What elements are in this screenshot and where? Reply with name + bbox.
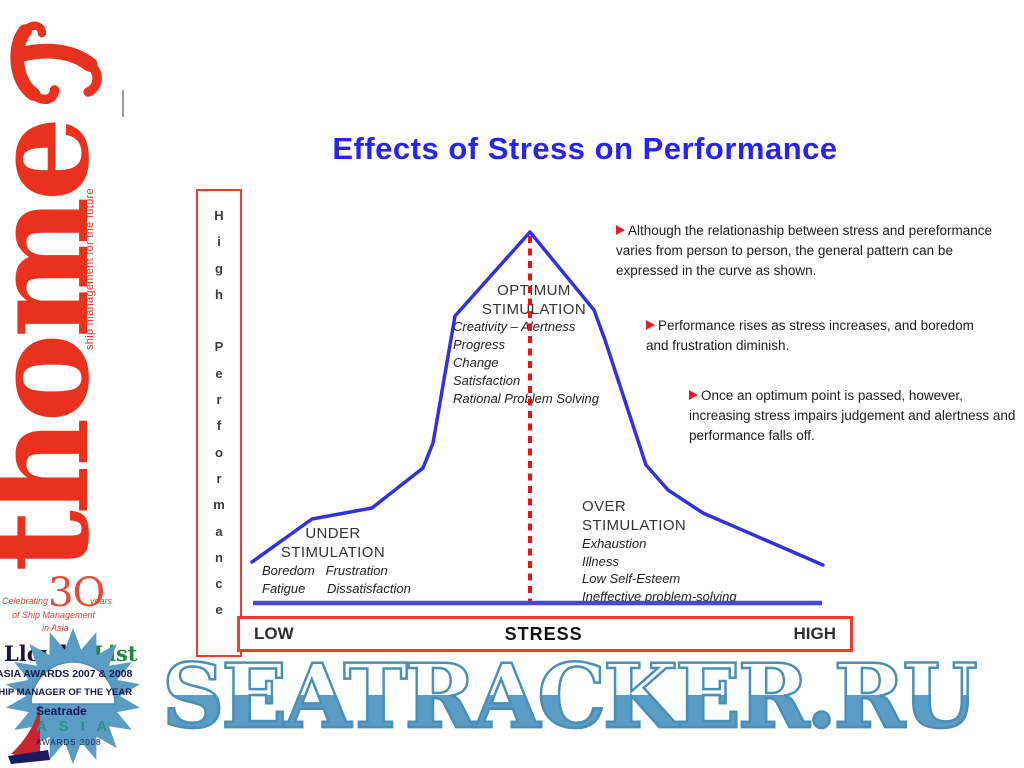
thirty-years-logo: 3O — [48, 570, 105, 616]
bullet-1-text: Although the relationaship between stres… — [616, 223, 992, 278]
bullet-arrow-icon — [616, 225, 625, 235]
thirty-line2: of Ship Management — [12, 610, 96, 620]
x-axis-stress-label: STRESS — [504, 623, 583, 644]
y-axis-label: H i g h P e r f o r m a n c e — [213, 208, 225, 618]
asia-awards-line: ASIA AWARDS 2007 & 2008 — [0, 668, 133, 680]
thirty-years-word: years — [90, 596, 113, 606]
x-axis-box: LOW STRESS HIGH — [237, 616, 853, 652]
divider-tick — [122, 90, 124, 117]
thome-tagline: ship management for the future — [84, 188, 96, 350]
x-axis-high-label: HIGH — [793, 624, 837, 643]
seatracker-watermark: SEATRACKER.RU — [161, 645, 1007, 750]
over-stimulation-items: Exhaustion Illness Low Self-Esteem Ineff… — [582, 536, 737, 604]
under-stimulation-heading: UNDER STIMULATION — [280, 525, 386, 561]
bullet-2: Performance rises as stress increases, a… — [646, 316, 998, 356]
thome-logo-wordmark: thome — [0, 121, 119, 572]
optimum-stimulation-heading: OPTIMUM STIMULATION — [481, 282, 587, 318]
bullet-arrow-icon — [646, 320, 655, 330]
thirty-line3: in Asia — [42, 623, 69, 633]
seatrade-name: Seatrade — [36, 704, 87, 718]
seatrade-awards: AWARDS 2008 — [36, 738, 102, 747]
thome-mark-icon — [10, 21, 102, 104]
under-stimulation-items: Boredom Frustration Fatigue Dissatisfact… — [262, 563, 411, 596]
bullet-1: Although the relationaship between stres… — [616, 221, 994, 281]
optimum-stimulation-items: Creativity – Alertness Progress Change S… — [453, 319, 599, 406]
bullet-2-text: Performance rises as stress increases, a… — [646, 318, 974, 353]
page-title: Effects of Stress on Performance — [332, 131, 838, 166]
seatrade-sail-icon — [8, 702, 50, 764]
thirty-celebrating: Celebrating — [2, 596, 49, 606]
bullet-3: Once an optimum point is passed, however… — [689, 386, 1021, 446]
bullet-arrow-icon — [689, 390, 698, 400]
y-axis-box: H i g h P e r f o r m a n c e — [196, 189, 242, 657]
bullet-3-text: Once an optimum point is passed, however… — [689, 388, 1016, 443]
x-axis-low-label: LOW — [254, 624, 294, 643]
over-stimulation-heading: OVER STIMULATION — [582, 498, 687, 534]
ship-manager-line: SHIP MANAGER OF THE YEAR — [0, 687, 133, 698]
seatrade-asia: A S I A — [36, 718, 112, 735]
